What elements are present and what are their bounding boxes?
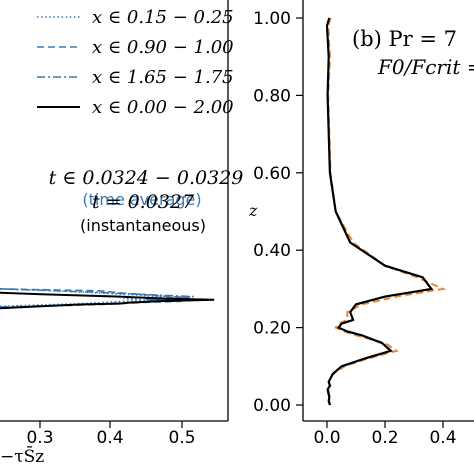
instant-time-annotation: t = 0.0327: [92, 191, 195, 213]
right-y-ticks: 0.00 0.20 0.40 0.60 0.80 1.00: [253, 9, 303, 416]
left-x-axis-label: −τS̄z: [0, 445, 44, 467]
time-average-annotation: (time average): [82, 190, 201, 209]
instantaneous-annotation: (instantaneous): [80, 216, 206, 235]
left-x-tick-label: 0.3: [26, 428, 53, 448]
time-range-annotation: t ∈ 0.0324 − 0.0329: [49, 167, 244, 189]
legend: x ∈ 0.15 − 0.25 x ∈ 0.90 − 1.00 x ∈ 1.65 −…: [37, 7, 234, 118]
legend-label: x ∈ 0.00 − 2.00: [92, 97, 234, 118]
panel-title: (b) Pr = 7: [352, 27, 457, 51]
legend-label: x ∈ 1.65 − 1.75: [92, 67, 234, 88]
right-y-tick-label: 0.20: [253, 319, 291, 339]
right-x-tick-label: 0.4: [429, 428, 456, 448]
right-y-tick-label: 0.60: [253, 164, 291, 184]
right-x-tick-label: 0.2: [371, 428, 398, 448]
panel-subtitle: F0/Fcrit =: [377, 55, 474, 79]
right-panel: 0.00 0.20 0.40 0.60 0.80 1.00 0.0 0.2 0.4 z (b)…: [248, 0, 474, 448]
right-x-ticks: 0.0 0.2 0.4: [313, 421, 457, 448]
right-y-tick-label: 0.00: [253, 396, 291, 416]
left-x-tick-label: 0.5: [168, 428, 195, 448]
left-series-line: [0, 291, 215, 310]
right-y-tick-label: 0.80: [253, 86, 291, 106]
left-panel: 0.3 0.4 0.5 x ∈ 0.15 − 0.25 x ∈ 0.90 − 1.00…: [0, 0, 243, 467]
legend-label: x ∈ 0.90 − 1.00: [92, 37, 234, 58]
right-y-axis-label: z: [248, 201, 258, 220]
right-y-tick-label: 0.40: [253, 241, 291, 261]
legend-label: x ∈ 0.15 − 0.25: [92, 7, 234, 28]
right-y-tick-label: 1.00: [253, 9, 291, 29]
right-series-lines: [325, 17, 447, 406]
left-series-line: [0, 288, 194, 308]
right-series-line: [325, 17, 434, 406]
left-x-ticks: 0.3 0.4 0.5: [26, 421, 196, 448]
right-x-tick-label: 0.0: [313, 428, 340, 448]
left-x-tick-label: 0.4: [96, 428, 123, 448]
left-series-lines: [0, 288, 215, 310]
